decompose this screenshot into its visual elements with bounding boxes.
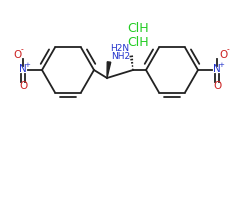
Text: ClH: ClH [127, 36, 149, 49]
Text: O: O [219, 50, 227, 60]
Text: H2N: H2N [110, 44, 129, 53]
Text: O: O [19, 81, 27, 91]
Text: +: + [24, 62, 30, 68]
Text: N: N [19, 64, 27, 74]
Text: -: - [21, 46, 23, 54]
Text: O: O [213, 81, 221, 91]
Text: +: + [219, 62, 224, 68]
Text: ClH: ClH [127, 21, 149, 34]
Polygon shape [107, 62, 111, 78]
Text: NH2: NH2 [111, 52, 130, 61]
Text: N: N [213, 64, 221, 74]
Text: -: - [227, 46, 229, 54]
Text: O: O [13, 50, 21, 60]
